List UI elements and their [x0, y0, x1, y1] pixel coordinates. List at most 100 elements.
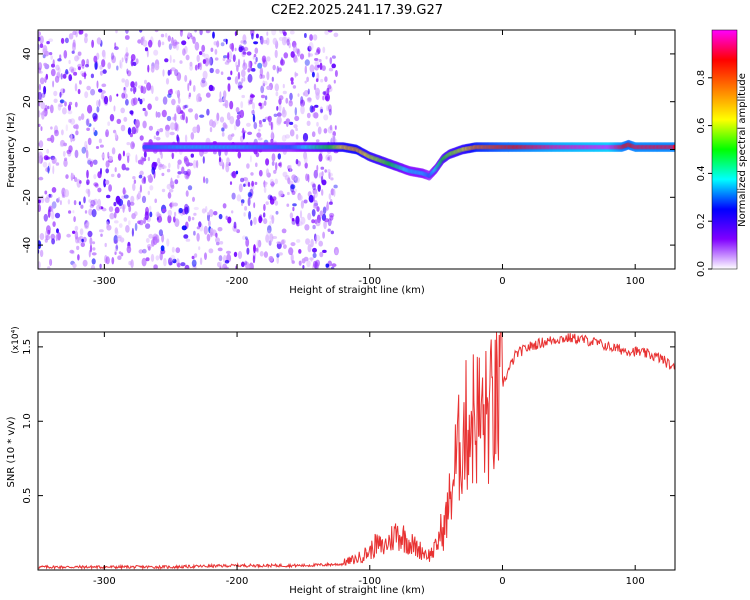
noise-cell: [258, 128, 261, 132]
noise-cell: [258, 169, 263, 177]
noise-cell: [187, 185, 193, 191]
noise-cell: [241, 69, 246, 78]
noise-cell: [191, 255, 195, 260]
noise-cell: [289, 121, 294, 125]
noise-cell: [63, 142, 67, 147]
noise-cell: [153, 264, 158, 269]
noise-cell: [314, 219, 318, 225]
noise-cell: [42, 54, 46, 59]
noise-cell: [234, 47, 237, 52]
noise-cell: [124, 35, 130, 40]
noise-cell: [274, 83, 279, 92]
noise-cell: [217, 227, 223, 232]
noise-cell: [262, 118, 267, 123]
noise-cell: [125, 225, 130, 233]
noise-cell: [229, 100, 234, 110]
noise-cell: [110, 52, 115, 60]
noise-cell: [196, 124, 201, 134]
noise-cell: [51, 157, 57, 164]
noise-cell: [50, 68, 56, 77]
noise-cell: [240, 40, 244, 44]
noise-cell: [166, 115, 172, 122]
noise-cell: [307, 173, 310, 183]
noise-cell: [275, 210, 279, 215]
noise-cell: [40, 102, 46, 110]
noise-cell: [148, 39, 153, 48]
noise-cell: [321, 65, 326, 71]
noise-cell: [259, 73, 263, 80]
noise-cell: [260, 35, 264, 45]
noise-cell: [48, 193, 51, 198]
noise-cell: [137, 39, 142, 44]
noise-cell: [327, 30, 333, 33]
noise-cell: [59, 142, 65, 148]
noise-cell: [285, 97, 289, 104]
noise-cell: [57, 196, 61, 201]
noise-cell: [213, 211, 218, 216]
noise-cell: [196, 226, 200, 230]
noise-cell: [185, 54, 190, 61]
noise-cell: [294, 115, 300, 122]
noise-cell: [103, 178, 107, 188]
noise-cell: [48, 206, 52, 213]
noise-cell: [69, 249, 74, 254]
noise-cell: [294, 176, 300, 183]
noise-cell: [89, 237, 93, 245]
noise-cell: [46, 137, 52, 142]
noise-cell: [247, 181, 251, 188]
noise-cell: [307, 45, 312, 52]
noise-cell: [329, 124, 333, 131]
noise-cell: [196, 94, 200, 103]
noise-cell: [267, 115, 272, 123]
noise-cell: [99, 229, 104, 233]
noise-cell: [156, 217, 159, 221]
noise-cell: [330, 177, 334, 181]
noise-cell: [154, 198, 157, 204]
noise-cell: [246, 247, 250, 255]
noise-cell: [223, 96, 226, 102]
noise-cell: [169, 54, 172, 64]
noise-cell: [134, 119, 140, 129]
noise-cell: [307, 88, 310, 95]
noise-cell: [185, 238, 191, 242]
noise-cell: [309, 34, 313, 41]
noise-cell: [242, 235, 247, 240]
noise-cell: [333, 188, 336, 197]
noise-cell: [193, 230, 196, 236]
noise-cell: [306, 120, 311, 127]
noise-cell: [124, 53, 129, 62]
noise-cell: [168, 257, 173, 266]
noise-cell: [114, 220, 119, 224]
noise-cell: [284, 134, 291, 139]
noise-cell: [265, 158, 270, 166]
noise-cell: [167, 93, 172, 98]
noise-cell: [153, 49, 159, 56]
noise-cell: [144, 47, 149, 52]
noise-cell: [327, 104, 332, 112]
noise-cell: [243, 46, 249, 52]
noise-cell: [140, 156, 145, 166]
noise-cell: [161, 188, 166, 193]
noise-cell: [52, 221, 56, 228]
noise-cell: [317, 64, 320, 68]
noise-cell: [149, 211, 153, 218]
noise-cell: [111, 257, 115, 265]
noise-cell: [82, 259, 88, 267]
noise-cell: [147, 103, 152, 110]
y-tick-label: 1.0: [22, 413, 33, 429]
noise-cell: [231, 192, 236, 200]
noise-cell: [45, 156, 51, 160]
noise-cell: [44, 197, 50, 203]
noise-cell: [89, 161, 94, 168]
noise-cell: [63, 189, 70, 198]
noise-cell: [281, 228, 287, 234]
noise-cell: [101, 83, 107, 88]
noise-cell: [249, 155, 252, 163]
noise-cell: [161, 165, 167, 169]
noise-cell: [179, 60, 183, 64]
noise-cell: [220, 42, 225, 47]
noise-cell: [47, 208, 51, 218]
colorbar-tick-label: 0.0: [696, 261, 707, 277]
noise-cell: [312, 252, 317, 259]
noise-cell: [295, 159, 299, 165]
